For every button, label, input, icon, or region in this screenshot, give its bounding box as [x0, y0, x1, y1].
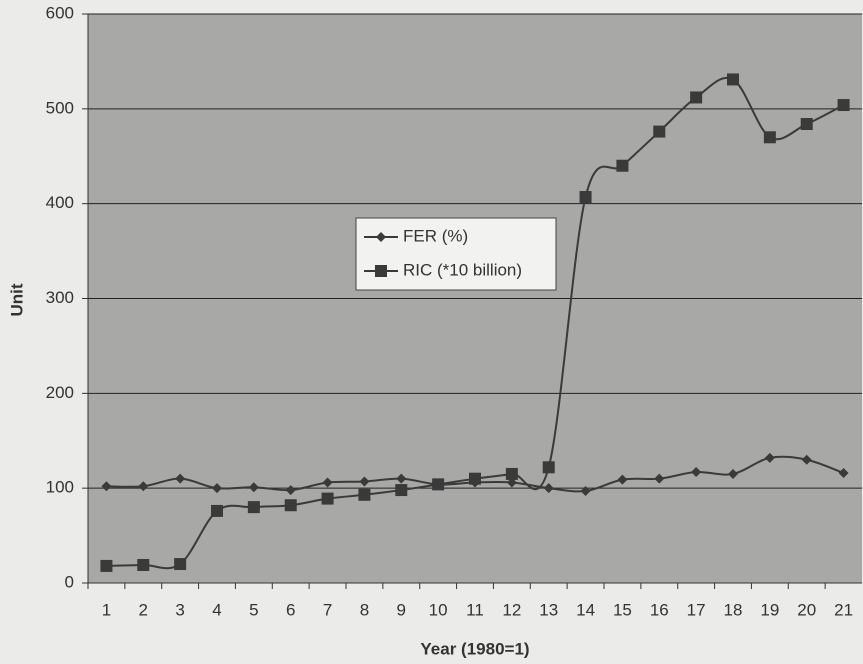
legend: FER (%) RIC (*10 billion) [355, 217, 557, 291]
x-tick-label: 10 [429, 600, 448, 619]
square-marker [800, 118, 813, 131]
x-tick-label: 18 [724, 600, 743, 619]
diamond-marker [506, 477, 517, 488]
square-marker [469, 472, 481, 485]
x-axis-label: Year (1980=1) [420, 639, 529, 658]
x-tick-label: 2 [139, 600, 148, 619]
square-marker [837, 99, 850, 112]
square-marker [375, 265, 387, 277]
square-marker [174, 558, 187, 571]
x-tick-label: 15 [613, 600, 632, 619]
y-tick-label: 300 [46, 288, 74, 307]
diamond-marker [691, 467, 702, 478]
x-tick-label: 14 [576, 600, 595, 619]
diamond-marker [617, 474, 628, 485]
diamond-marker [654, 473, 665, 484]
diamond-marker [580, 486, 591, 497]
x-tick-label: 19 [760, 600, 779, 619]
square-marker [653, 125, 666, 138]
diamond-marker [543, 483, 554, 494]
series-line [106, 76, 845, 570]
diamond-marker [764, 452, 775, 463]
diamond-marker [212, 483, 222, 494]
diamond-marker [322, 477, 333, 488]
x-tick-label: 21 [834, 600, 853, 619]
y-tick-label: 600 [46, 3, 74, 22]
y-tick-label: 200 [46, 383, 74, 402]
x-tick-label: 3 [175, 600, 184, 619]
square-marker [505, 467, 518, 480]
x-tick-label: 1 [102, 600, 111, 619]
square-marker [358, 488, 371, 501]
x-tick-label: 13 [539, 600, 558, 619]
x-tick-label: 5 [249, 600, 258, 619]
diamond-marker [285, 485, 296, 496]
x-tick-label: 20 [797, 600, 816, 619]
square-marker [247, 501, 260, 514]
x-tick-label: 11 [466, 600, 484, 619]
square-marker [579, 191, 592, 204]
square-marker [432, 478, 445, 491]
square-marker [763, 131, 776, 144]
x-tick-label: 4 [212, 600, 221, 619]
y-tick-label: 0 [65, 572, 74, 591]
legend-label: RIC (*10 billion) [403, 260, 522, 279]
y-tick-label: 100 [46, 478, 74, 497]
legend-label: FER (%) [403, 226, 468, 245]
square-marker [616, 159, 629, 172]
square-marker [395, 484, 408, 497]
y-tick-label: 500 [46, 98, 74, 117]
x-tick-label: 9 [397, 600, 406, 619]
y-tick-label: 400 [46, 193, 74, 212]
diamond-marker [175, 473, 186, 484]
square-marker [211, 504, 223, 517]
diamond-marker [359, 476, 370, 487]
diamond-marker [138, 481, 149, 492]
square-marker [727, 73, 739, 86]
diamond-marker [396, 473, 407, 484]
square-marker [542, 461, 555, 474]
square-marker [137, 558, 150, 571]
x-tick-label: 17 [687, 600, 706, 619]
square-marker [100, 559, 113, 572]
x-tick-label: 12 [502, 600, 521, 619]
y-axis-label: Unit [7, 283, 26, 316]
legend-box [355, 217, 557, 291]
diamond-marker [801, 454, 812, 465]
diamond-marker [248, 482, 259, 493]
x-tick-label: 6 [286, 600, 295, 619]
x-tick-label: 7 [323, 600, 332, 619]
square-marker [284, 499, 297, 512]
square-marker [321, 492, 334, 505]
diamond-marker [728, 468, 738, 479]
x-tick-label: 8 [360, 600, 369, 619]
x-tick-label: 16 [650, 600, 669, 619]
diamond-marker [838, 467, 849, 478]
diamond-marker [101, 481, 112, 492]
diamond-marker [376, 232, 386, 242]
square-marker [690, 91, 703, 104]
